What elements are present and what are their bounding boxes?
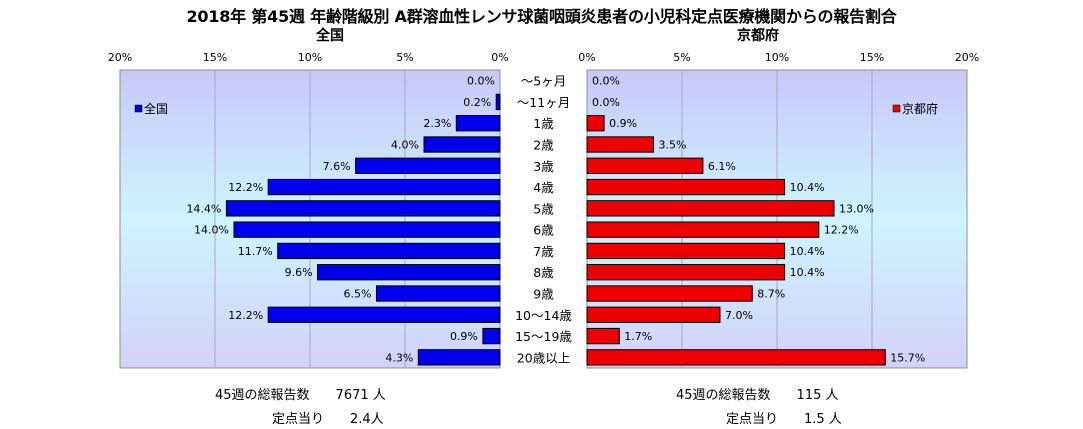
left-value-label: 12.2% [228, 181, 263, 194]
legend-right-swatch [892, 104, 901, 113]
category-label: 6歳 [533, 223, 554, 238]
right-bar [586, 136, 654, 153]
category-label: 7歳 [533, 244, 554, 259]
right-x-ticks: 0% 5% 10% 15% 20% [578, 51, 979, 64]
category-label: 5歳 [533, 201, 554, 216]
left-bar [317, 264, 501, 281]
right-value-label: 6.1% [708, 160, 736, 173]
category-label: 10～14歳 [515, 308, 572, 323]
left-value-label: 0.0% [467, 75, 495, 88]
left-value-label: 12.2% [228, 309, 263, 322]
right-x-tick-label: 15% [860, 51, 884, 64]
legend-left-swatch [134, 104, 143, 113]
category-label: 3歳 [533, 159, 554, 174]
left-bar [233, 221, 501, 238]
right-value-label: 1.7% [624, 330, 652, 343]
left-panel-title: 全国 [315, 27, 344, 44]
right-value-labels: 0.0% 0.0% 0.9% 3.5% 6.1% 10.4% 13.0% 12.2% 10.4%… [592, 75, 925, 365]
right-value-label: 8.7% [757, 288, 785, 301]
category-label: 4歳 [533, 180, 554, 195]
right-value-label: 13.0% [839, 202, 874, 215]
left-value-label: 14.4% [186, 202, 221, 215]
right-bar [586, 221, 820, 238]
left-bar [225, 200, 501, 217]
left-bars [225, 93, 501, 366]
left-value-label: 7.6% [323, 160, 351, 173]
right-bars [586, 115, 886, 366]
left-bar [417, 349, 501, 366]
right-value-label: 0.9% [609, 117, 637, 130]
left-bar [376, 285, 501, 302]
left-bar [267, 306, 501, 323]
right-x-tick-label: 10% [765, 51, 789, 64]
category-labels: ～5ヶ月 ～11ヶ月 1歳 2歳 3歳 4歳 5歳 6歳 7歳 8歳 9歳 10～14歳 15～19歳 2… [515, 74, 572, 366]
left-bar [495, 93, 501, 111]
kyoto-total-reports: 45週の総報告数 115 人 [676, 388, 839, 403]
national-total-reports: 45週の総報告数 7671 人 [215, 388, 386, 403]
right-value-label: 7.0% [725, 309, 753, 322]
left-value-label: 6.5% [344, 288, 372, 301]
left-bar [277, 242, 501, 260]
left-value-label: 4.0% [391, 139, 419, 152]
left-value-label: 11.7% [238, 245, 273, 258]
left-bar [423, 136, 501, 153]
category-label: 9歳 [533, 287, 554, 302]
right-value-label: 10.4% [790, 245, 825, 258]
right-bar [586, 327, 620, 345]
right-bar [586, 178, 786, 196]
left-bar [355, 157, 501, 174]
left-x-tick-label: 10% [298, 51, 322, 64]
right-value-label: 0.0% [592, 75, 620, 88]
right-bar [586, 200, 835, 217]
legend-right-label: 京都府 [902, 101, 938, 116]
category-label: 8歳 [533, 265, 554, 280]
left-value-label: 4.3% [385, 351, 413, 364]
right-bar [586, 157, 704, 174]
right-x-tick-label: 5% [673, 51, 690, 64]
right-bar [586, 349, 886, 366]
right-panel-title: 京都府 [737, 27, 779, 44]
right-value-label: 0.0% [592, 96, 620, 109]
right-x-tick-label: 20% [955, 51, 979, 64]
left-bar [455, 115, 501, 132]
right-value-label: 10.4% [790, 266, 825, 279]
right-value-label: 10.4% [790, 181, 825, 194]
right-value-label: 3.5% [659, 139, 687, 152]
left-value-label: 14.0% [194, 224, 229, 237]
category-label: 15～19歳 [515, 329, 572, 344]
right-bar [586, 264, 786, 281]
right-bar [586, 115, 605, 132]
right-bar [586, 285, 753, 302]
left-x-ticks: 0% 5% 10% 15% 20% [108, 51, 509, 64]
left-value-label: 0.2% [463, 96, 491, 109]
national-per-sentinel: 定点当り 2.4人 [272, 412, 384, 427]
legend-left-label: 全国 [144, 101, 168, 116]
category-label: ～11ヶ月 [517, 95, 570, 110]
left-x-tick-label: 20% [108, 51, 132, 64]
kyoto-per-sentinel: 定点当り 1.5 人 [726, 412, 842, 427]
left-value-label: 9.6% [285, 266, 313, 279]
left-value-labels: 0.0% 0.2% 2.3% 4.0% 7.6% 12.2% 14.4% 14.0% 11.7%… [186, 75, 495, 365]
right-bar [586, 306, 721, 323]
right-bar [586, 242, 786, 260]
right-x-tick-label: 0% [578, 51, 595, 64]
legend-right: 京都府 [892, 101, 938, 116]
left-x-tick-label: 5% [396, 51, 413, 64]
right-value-label: 15.7% [890, 351, 925, 364]
category-label: 2歳 [533, 138, 554, 153]
left-bar [482, 327, 501, 345]
left-value-label: 0.9% [450, 330, 478, 343]
left-x-tick-label: 15% [203, 51, 227, 64]
chart-title: 2018年 第45週 年齢階級別 A群溶血性レンサ球菌咽頭炎患者の小児科定点医療… [186, 7, 897, 26]
left-bar [267, 178, 501, 196]
category-label: ～5ヶ月 [521, 74, 566, 89]
category-label: 20歳以上 [517, 350, 570, 365]
left-x-tick-label: 0% [491, 51, 508, 64]
right-value-label: 12.2% [824, 224, 859, 237]
category-label: 1歳 [533, 116, 554, 131]
left-value-label: 2.3% [423, 117, 451, 130]
legend-left: 全国 [134, 101, 168, 116]
